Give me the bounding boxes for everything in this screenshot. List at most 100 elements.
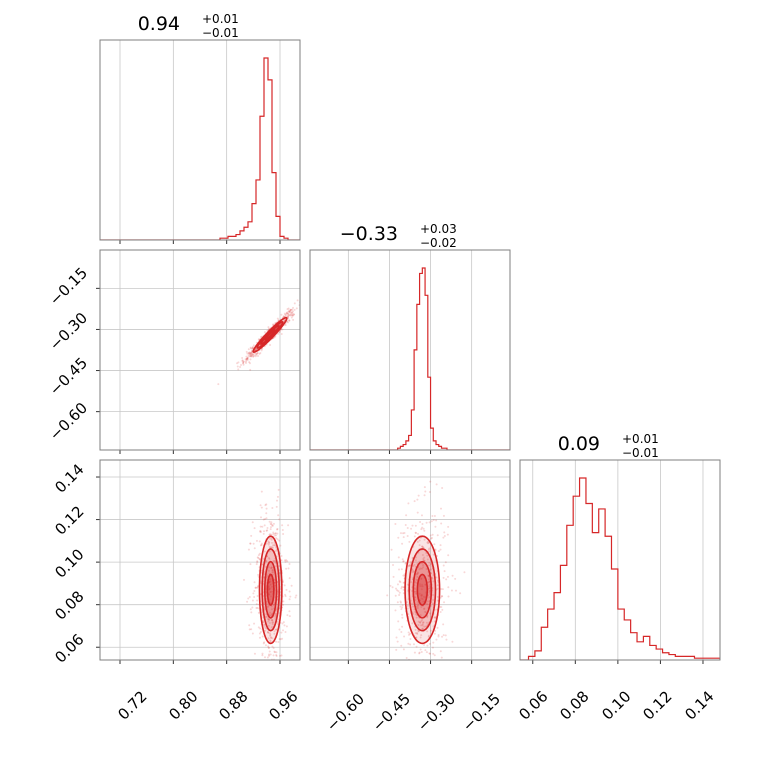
sample-point xyxy=(251,632,254,635)
sample-point xyxy=(431,533,434,536)
sample-point xyxy=(417,604,420,607)
sample-point xyxy=(416,572,419,575)
ytick-label: −0.15 xyxy=(46,264,91,309)
sample-point xyxy=(432,593,435,596)
sample-point xyxy=(429,480,432,483)
sample-point xyxy=(445,578,448,581)
sample-point xyxy=(291,312,294,315)
sample-point xyxy=(436,599,439,602)
sample-point xyxy=(286,315,289,318)
sample-point xyxy=(290,311,293,314)
sample-point xyxy=(410,664,412,666)
sample-point xyxy=(426,558,429,561)
sample-point xyxy=(282,603,285,606)
sample-point xyxy=(252,668,254,670)
sample-point xyxy=(436,587,439,590)
sample-point xyxy=(264,679,266,681)
sample-point xyxy=(399,605,402,608)
panel-1-0 xyxy=(96,249,307,454)
sample-point xyxy=(260,506,263,509)
sample-point xyxy=(432,641,435,644)
title-2-upper: +0.01 xyxy=(622,432,659,446)
sample-point xyxy=(274,613,277,616)
sample-point xyxy=(270,595,273,598)
sample-point xyxy=(416,575,419,578)
sample-point xyxy=(422,559,425,562)
sample-point xyxy=(270,546,273,549)
sample-point xyxy=(282,621,285,624)
sample-point xyxy=(282,315,285,318)
sample-point xyxy=(264,627,267,630)
sample-point xyxy=(273,630,276,633)
sample-point xyxy=(437,550,440,553)
sample-point xyxy=(272,544,275,547)
sample-point xyxy=(421,545,424,548)
sample-point xyxy=(420,605,423,608)
sample-point xyxy=(269,583,272,586)
density-contour xyxy=(404,535,441,645)
sample-point xyxy=(248,351,251,354)
sample-point xyxy=(422,527,425,530)
sample-point xyxy=(255,603,258,606)
sample-point xyxy=(276,538,279,541)
sample-point xyxy=(278,518,281,521)
sample-point xyxy=(249,368,252,371)
sample-point xyxy=(435,519,438,522)
sample-point xyxy=(413,563,416,566)
sample-point xyxy=(437,635,440,638)
sample-point xyxy=(400,587,403,590)
sample-point xyxy=(288,311,291,314)
sample-point xyxy=(251,347,254,350)
sample-point xyxy=(248,624,251,627)
sample-point xyxy=(253,547,256,550)
sample-point xyxy=(275,628,278,631)
sample-point xyxy=(256,586,259,589)
sample-point xyxy=(267,588,270,591)
sample-point xyxy=(258,540,261,543)
panel-frame xyxy=(99,459,301,661)
sample-point xyxy=(272,654,275,657)
panel-frame xyxy=(99,39,301,241)
sample-point xyxy=(269,578,272,581)
sample-point xyxy=(403,660,405,662)
sample-point xyxy=(236,365,239,368)
sample-point xyxy=(427,581,430,584)
sample-point xyxy=(432,602,435,605)
sample-point xyxy=(428,587,431,590)
sample-point xyxy=(396,640,399,643)
sample-point xyxy=(291,308,294,311)
sample-point xyxy=(424,490,427,493)
sample-point xyxy=(287,312,290,315)
sample-point xyxy=(290,316,293,319)
sample-point xyxy=(267,566,270,569)
sample-point xyxy=(421,623,424,626)
sample-point xyxy=(271,568,274,571)
sample-point xyxy=(432,519,435,522)
sample-point xyxy=(441,588,444,591)
sample-point xyxy=(263,625,266,628)
sample-point xyxy=(273,544,276,547)
sample-point xyxy=(265,512,268,515)
sample-point xyxy=(427,585,430,588)
sample-point xyxy=(415,578,418,581)
sample-point xyxy=(418,652,421,655)
sample-point xyxy=(396,583,399,586)
sample-point xyxy=(391,586,394,589)
sample-point xyxy=(382,664,384,666)
sample-point xyxy=(253,622,256,625)
sample-point xyxy=(305,303,307,305)
sample-point xyxy=(406,607,409,610)
sample-point xyxy=(275,537,278,540)
sample-point xyxy=(271,524,274,527)
sample-point xyxy=(271,621,274,624)
sample-point xyxy=(440,587,443,590)
sample-point xyxy=(436,534,439,537)
sample-point xyxy=(273,650,276,653)
sample-point xyxy=(407,642,410,645)
sample-point xyxy=(262,558,265,561)
sample-point xyxy=(421,672,423,674)
sample-point xyxy=(251,353,254,356)
sample-point xyxy=(259,351,262,354)
sample-point xyxy=(252,355,255,358)
sample-point xyxy=(415,531,418,534)
